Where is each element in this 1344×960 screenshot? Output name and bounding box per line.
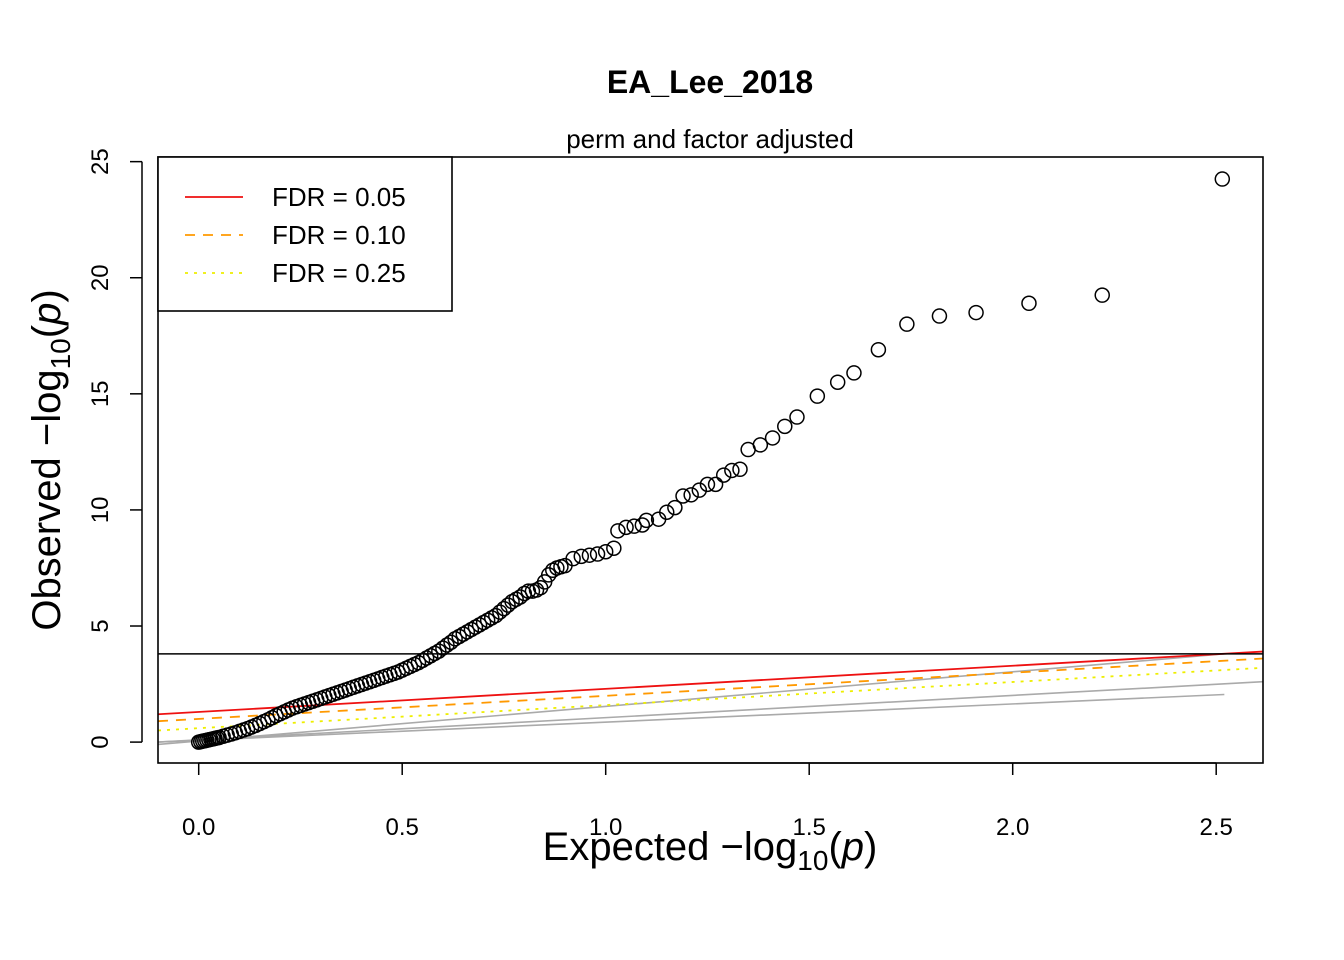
chart-subtitle: perm and factor adjusted	[566, 124, 854, 154]
data-point	[709, 477, 723, 491]
y-axis-title-subscript: 10	[45, 338, 76, 369]
data-point	[599, 545, 613, 559]
data-point	[1215, 172, 1229, 186]
y-tick-label: 15	[87, 380, 114, 407]
x-tick-label: 0.5	[386, 814, 419, 841]
y-tick-label: 25	[87, 148, 114, 175]
data-point	[611, 524, 625, 538]
data-point	[871, 343, 885, 357]
y-axis-title-prefix: Observed −log	[25, 369, 69, 630]
data-point	[810, 389, 824, 403]
chart-title: EA_Lee_2018	[607, 64, 813, 100]
data-point	[1095, 288, 1109, 302]
data-point	[717, 468, 731, 482]
reference-line-3	[158, 695, 1224, 743]
data-point	[900, 317, 914, 331]
y-tick-label: 10	[87, 497, 114, 524]
data-point	[591, 547, 605, 561]
x-tick-label: 0.0	[182, 814, 215, 841]
y-axis: 0 5 10 15 20 25	[87, 148, 142, 748]
data-point	[733, 462, 747, 476]
legend: FDR = 0.05 FDR = 0.10 FDR = 0.25	[158, 157, 452, 311]
y-axis-title-close-paren: )	[25, 289, 69, 302]
data-point	[635, 518, 649, 532]
data-point	[766, 431, 780, 445]
y-axis-title-variable: p	[25, 303, 69, 326]
data-point	[969, 306, 983, 320]
y-tick-label: 5	[87, 619, 114, 632]
data-point	[778, 419, 792, 433]
data-point	[1022, 296, 1036, 310]
x-tick-label: 1.5	[793, 814, 826, 841]
data-point	[932, 309, 946, 323]
data-point	[847, 366, 861, 380]
x-tick-label: 2.0	[996, 814, 1029, 841]
y-axis-title: Observed −log10(p)	[25, 289, 76, 630]
x-axis-title-subscript: 10	[797, 845, 828, 876]
x-axis-title-prefix: Expected −log	[543, 825, 798, 869]
x-tick-label: 2.5	[1200, 814, 1233, 841]
y-tick-label: 20	[87, 264, 114, 291]
data-point	[607, 541, 621, 555]
x-axis-title: Expected −log10(p)	[543, 825, 878, 876]
x-axis-title-close-paren: )	[864, 825, 877, 869]
data-point	[831, 375, 845, 389]
x-axis-title-variable: p	[841, 825, 864, 869]
legend-label-fdr-025: FDR = 0.25	[272, 258, 406, 288]
legend-label-fdr-010: FDR = 0.10	[272, 220, 406, 250]
x-axis-title-open-paren: (	[828, 825, 842, 869]
y-tick-label: 0	[87, 735, 114, 748]
legend-label-fdr-005: FDR = 0.05	[272, 182, 406, 212]
y-axis-title-open-paren: (	[25, 324, 69, 338]
data-point	[684, 488, 698, 502]
data-point	[790, 410, 804, 424]
